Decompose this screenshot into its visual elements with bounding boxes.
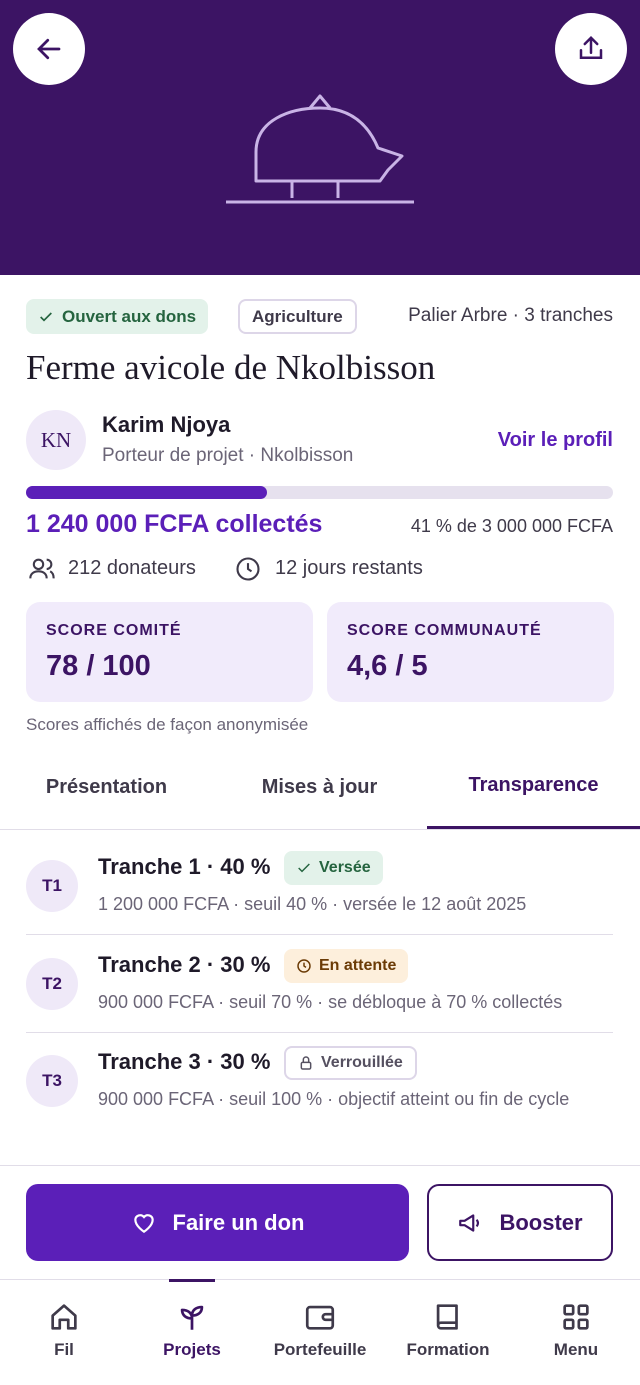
nav-label: Fil bbox=[54, 1340, 74, 1359]
owner-name: Karim Njoya bbox=[102, 412, 231, 437]
donate-button[interactable]: Faire un don bbox=[26, 1184, 409, 1261]
tranche-status: En attente bbox=[284, 948, 409, 983]
nav-label: Menu bbox=[553, 1340, 599, 1359]
status-tag: Ouvert aux dons bbox=[26, 299, 209, 334]
status-label: Verrouillée bbox=[321, 1054, 403, 1071]
score-value: 78 / 100 bbox=[46, 650, 151, 682]
back-button[interactable] bbox=[13, 13, 85, 85]
tab-indicator bbox=[426, 826, 640, 829]
nav-icon bbox=[51, 1304, 77, 1330]
nav-item[interactable]: Projets bbox=[128, 1300, 256, 1360]
hero bbox=[0, 0, 640, 275]
tranche-status: Verrouillée bbox=[284, 1046, 417, 1080]
share-button[interactable] bbox=[555, 13, 627, 85]
status-label: En attente bbox=[319, 956, 397, 974]
nav-icon bbox=[180, 1305, 204, 1330]
tranche-title: Tranche 1 · 40 % bbox=[98, 854, 271, 879]
clock-icon bbox=[236, 557, 260, 581]
heart-icon bbox=[133, 1213, 154, 1233]
tabs-border bbox=[0, 829, 640, 830]
boost-button[interactable]: Booster bbox=[427, 1184, 613, 1261]
donors: 212 donateurs bbox=[68, 557, 196, 579]
nav-indicator bbox=[169, 1279, 215, 1282]
tranche-code: T1 bbox=[26, 860, 78, 912]
tranche-detail: 900 000 FCFA · seuil 70 % · se débloque … bbox=[98, 991, 563, 1012]
score-value: 4,6 / 5 bbox=[347, 650, 428, 682]
collected: 1 240 000 FCFA collectés bbox=[26, 510, 323, 538]
nav-label: Portefeuille bbox=[273, 1340, 367, 1359]
ratio: 41 % de 3 000 000 FCFA bbox=[410, 516, 613, 536]
tranche-title: Tranche 2 · 30 % bbox=[98, 951, 271, 977]
donors-icon bbox=[29, 558, 55, 579]
score-label: SCORE COMMUNAUTÉ bbox=[347, 622, 542, 639]
status-icon bbox=[298, 863, 310, 873]
progress-fill bbox=[26, 486, 267, 499]
actions-border bbox=[0, 1165, 640, 1166]
tranche-divider bbox=[26, 1031, 613, 1033]
score-label: SCORE COMITÉ bbox=[46, 622, 182, 639]
button-label: Booster bbox=[499, 1209, 583, 1235]
nav-item[interactable]: Fil bbox=[0, 1300, 128, 1360]
button-label: Faire un don bbox=[172, 1209, 305, 1235]
nav-icon bbox=[305, 1305, 335, 1330]
status-icon bbox=[300, 1056, 312, 1070]
tranche-code: T3 bbox=[26, 1055, 78, 1107]
nav-item[interactable]: Portefeuille bbox=[256, 1300, 384, 1360]
tag-label: Ouvert aux dons bbox=[62, 306, 197, 326]
share-icon bbox=[579, 35, 603, 59]
tier: Palier Arbre · 3 tranches bbox=[408, 305, 613, 326]
megaphone-icon bbox=[459, 1213, 480, 1232]
status-label: Versée bbox=[319, 859, 371, 876]
owner-subtitle: Porteur de projet · Nkolbisson bbox=[102, 445, 354, 466]
nav-item[interactable]: Formation bbox=[384, 1300, 512, 1360]
scores-note: Scores affichés de façon anonymisée bbox=[26, 715, 309, 734]
nav-label: Projets bbox=[163, 1340, 221, 1359]
nav-icon bbox=[563, 1304, 589, 1330]
tag-label: Agriculture bbox=[252, 306, 343, 326]
nav-icon bbox=[436, 1304, 458, 1330]
tab[interactable]: Transparence bbox=[468, 774, 599, 796]
nav-item[interactable]: Menu bbox=[512, 1300, 640, 1360]
category-tag: Agriculture bbox=[238, 299, 357, 334]
avatar: KN bbox=[26, 410, 86, 470]
tranche-detail: 900 000 FCFA · seuil 100 % · objectif at… bbox=[98, 1089, 570, 1109]
back-icon bbox=[37, 38, 61, 60]
remaining: 12 jours restants bbox=[275, 557, 423, 579]
score-card: SCORE COMITÉ 78 / 100 bbox=[26, 602, 313, 702]
tranche-divider bbox=[26, 934, 613, 935]
score-card: SCORE COMMUNAUTÉ 4,6 / 5 bbox=[327, 602, 614, 702]
progress-track bbox=[26, 486, 613, 499]
tranche-code: T2 bbox=[26, 957, 78, 1010]
tab[interactable]: Mises à jour bbox=[261, 776, 378, 798]
hero-illustration bbox=[226, 94, 414, 204]
nav-border bbox=[0, 1279, 640, 1280]
project-title: Ferme avicole de Nkolbisson bbox=[26, 348, 436, 387]
status-icon bbox=[297, 958, 311, 973]
nav-label: Formation bbox=[406, 1340, 490, 1359]
tranche-title: Tranche 3 · 30 % bbox=[98, 1049, 271, 1074]
tab[interactable]: Présentation bbox=[45, 776, 168, 798]
check-icon bbox=[40, 311, 52, 322]
tranche-detail: 1 200 000 FCFA · seuil 40 % · versée le … bbox=[98, 894, 527, 914]
profile-link[interactable]: Voir le profil bbox=[497, 429, 613, 451]
tranche-status: Versée bbox=[284, 851, 383, 885]
